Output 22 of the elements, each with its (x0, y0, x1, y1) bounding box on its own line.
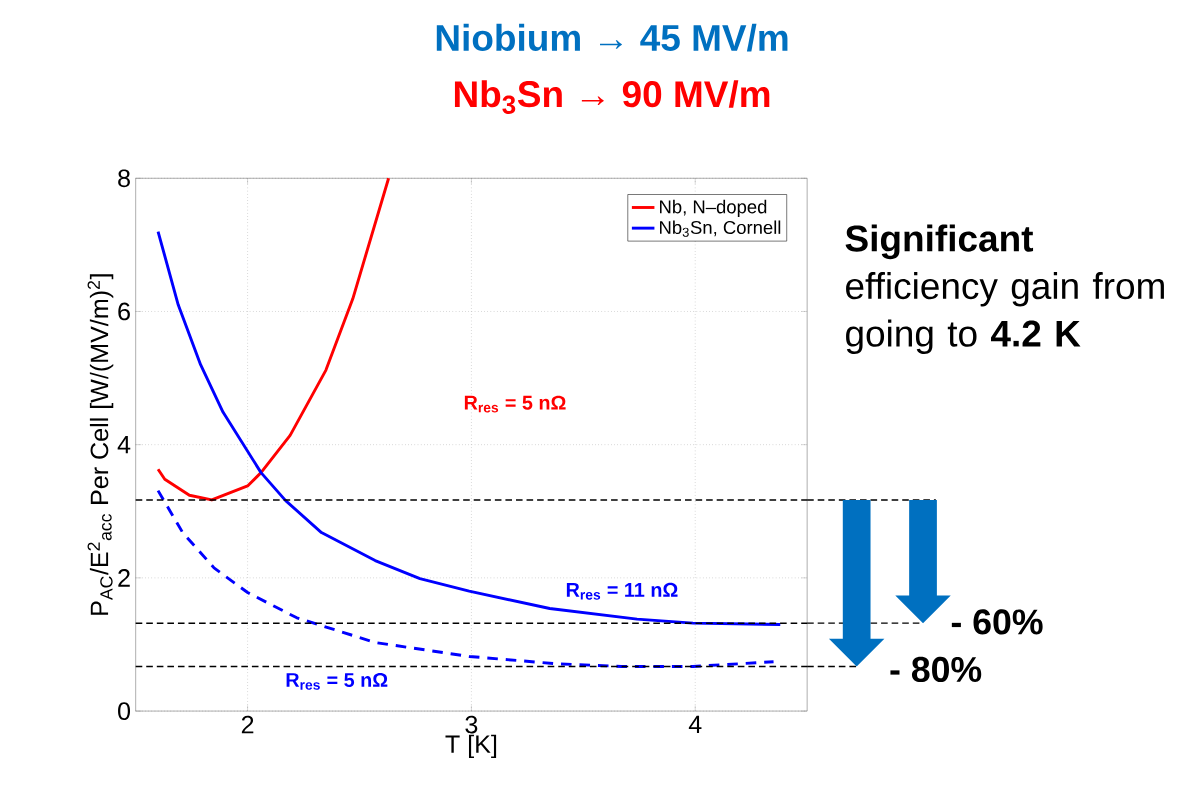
y-tick-label: 0 (118, 702, 131, 720)
y-tick-label: 6 (118, 302, 130, 321)
chart-subtitle: Nb$_{3}$Sn → 90 MV/m (454, 79, 770, 114)
legend-label: Nb, N–doped (660, 199, 767, 217)
y-tick-label: 4 (117, 435, 131, 454)
x-tick-label: 2 (241, 715, 254, 734)
x-tick-label: 4 (688, 715, 702, 733)
annotation: R$_{res}$ = 5 nΩ (464, 395, 566, 413)
annotation: R$_{res}$ = 5 nΩ (286, 672, 388, 690)
y-tick-label: 8 (118, 169, 130, 187)
x-axis-title: T [K] (445, 734, 497, 758)
annotation: R$_{res}$ = 11 nΩ (566, 582, 678, 600)
x-tick-label: 3 (465, 715, 478, 734)
text: - 80% (890, 656, 982, 682)
line-series (156, 488, 776, 668)
legend-label: Nb$_{3}$Sn, Cornell (660, 220, 781, 237)
chart-title: Niobium → 45 MV/m (436, 23, 788, 52)
text: - 60% (951, 609, 1043, 635)
line-series (156, 176, 391, 502)
text: Significant efficiency gain from going to 4.2 K (845, 224, 1164, 354)
y-axis-title: P$_{AC}$/E$^{2}$$_{acc}$ Per Cell [W/(MV/m)$^{2}$] (87, 274, 114, 615)
y-tick-label: 2 (118, 568, 130, 587)
